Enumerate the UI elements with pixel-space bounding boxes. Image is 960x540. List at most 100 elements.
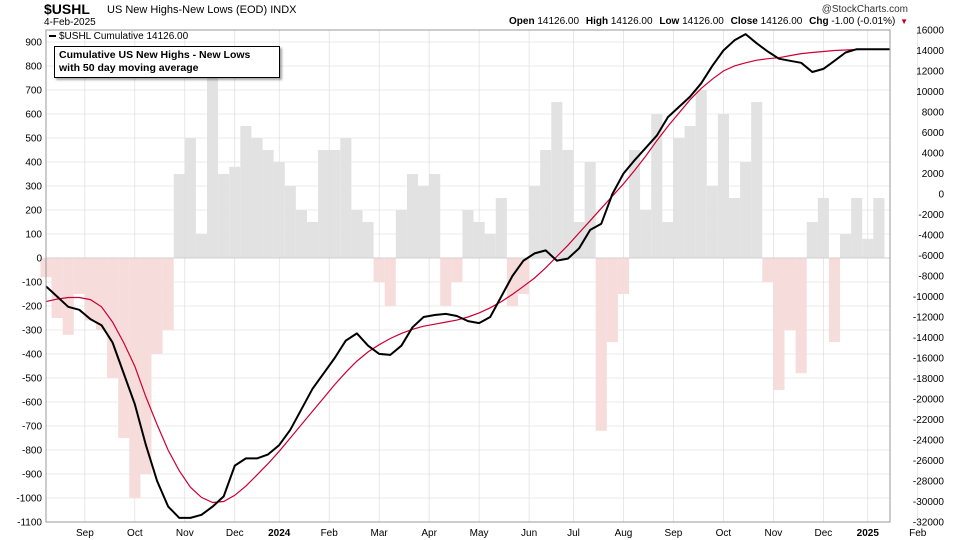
x-tick-label: Dec	[226, 528, 244, 539]
oscillator-bar	[606, 258, 618, 342]
y-left-tick-label: -1000	[16, 494, 42, 505]
oscillator-area	[40, 78, 890, 498]
oscillator-bar	[229, 166, 241, 258]
x-tick-label: 2024	[268, 528, 291, 539]
oscillator-bar	[473, 222, 485, 258]
oscillator-bar	[840, 234, 852, 258]
oscillator-bar	[640, 210, 652, 258]
y-left-tick-label: 400	[25, 158, 42, 169]
x-tick-label: Sep	[665, 528, 683, 539]
y-left-tick-label: -600	[22, 398, 42, 409]
oscillator-bar	[751, 102, 763, 258]
y-right-tick-label: -28000	[913, 477, 945, 488]
y-right-tick-label: -18000	[913, 374, 945, 385]
low-label: Low	[659, 16, 680, 27]
open-value: 14126.00	[537, 16, 580, 27]
high-value: 14126.00	[610, 16, 653, 27]
x-tick-label: Jun	[521, 528, 537, 539]
oscillator-bar	[340, 138, 352, 258]
oscillator-bar	[351, 210, 363, 258]
close-value: 14126.00	[760, 16, 803, 27]
oscillator-bar	[740, 162, 752, 258]
oscillator-bar	[262, 150, 274, 258]
oscillator-bar	[251, 138, 263, 258]
annotation-line-2: with 50 day moving average	[59, 62, 199, 74]
oscillator-bar	[440, 258, 452, 306]
y-left-tick-label: -500	[22, 374, 42, 385]
oscillator-bar	[84, 258, 96, 321]
oscillator-bar	[562, 150, 574, 258]
y-left-tick-label: -900	[22, 470, 42, 481]
oscillator-bar	[373, 258, 385, 282]
oscillator-bar	[51, 258, 63, 318]
oscillator-bar	[429, 174, 441, 258]
chg-value: -1.00 (-0.01%)	[831, 16, 896, 27]
y-right-tick-label: -12000	[913, 313, 945, 324]
oscillator-bar	[162, 258, 174, 330]
oscillator-bar	[306, 222, 319, 258]
chg-label: Chg	[809, 16, 829, 27]
y-right-tick-label: -14000	[913, 333, 945, 344]
oscillator-bar	[573, 222, 585, 258]
y-right-tick-label: 4000	[922, 149, 945, 160]
oscillator-bar	[762, 258, 774, 282]
oscillator-bar	[62, 258, 74, 335]
x-tick-label: Aug	[615, 528, 633, 539]
oscillator-bar	[140, 258, 152, 474]
y-left-tick-label: 700	[25, 86, 42, 97]
y-left-tick-label: -800	[22, 446, 42, 457]
oscillator-bar	[184, 138, 196, 258]
x-tick-label: Jul	[567, 528, 580, 539]
oscillator-bar	[517, 258, 530, 294]
annotation-line-1: Cumulative US New Highs - New Lows	[59, 49, 251, 61]
x-tick-label: 2025	[857, 528, 880, 539]
oscillator-bar	[484, 234, 496, 258]
chart-annotation-box: Cumulative US New Highs - New Lows with …	[54, 46, 280, 78]
down-triangle-icon: ▼	[900, 17, 908, 26]
y-right-tick-label: -8000	[918, 272, 944, 283]
y-right-tick-label: -24000	[913, 436, 945, 447]
x-tick-label: Feb	[321, 528, 339, 539]
oscillator-bar	[284, 186, 296, 258]
oscillator-bar	[584, 162, 596, 258]
oscillator-bar	[207, 78, 219, 258]
oscillator-bar	[195, 234, 208, 258]
oscillator-bar	[451, 258, 463, 282]
y-right-tick-label: -22000	[913, 415, 945, 426]
oscillator-bar	[540, 150, 552, 258]
x-tick-label: Apr	[421, 528, 437, 539]
oscillator-bar	[384, 258, 396, 306]
oscillator-bar	[107, 258, 119, 378]
oscillator-bar	[651, 114, 663, 258]
oscillator-bar	[318, 150, 330, 258]
x-tick-label: May	[470, 528, 489, 539]
oscillator-bar	[529, 186, 541, 258]
y-right-tick-label: -20000	[913, 395, 945, 406]
x-tick-label: Oct	[716, 528, 732, 539]
oscillator-bar	[851, 198, 863, 258]
oscillator-bar	[873, 198, 885, 258]
oscillator-bar	[395, 210, 407, 258]
oscillator-bar	[706, 186, 718, 258]
y-left-tick-label: 100	[25, 230, 42, 241]
legend: $USHL Cumulative 14126.00	[49, 31, 188, 42]
oscillator-bar	[118, 258, 130, 438]
y-right-tick-label: 16000	[916, 26, 944, 37]
y-left-tick-label: -400	[22, 350, 42, 361]
oscillator-bar	[362, 222, 374, 258]
oscillator-bar	[329, 150, 341, 258]
oscillator-bar	[717, 114, 729, 258]
oscillator-bar	[773, 258, 785, 390]
open-label: Open	[509, 16, 535, 27]
chart-date: 4-Feb-2025	[44, 17, 96, 28]
oscillator-bar	[695, 90, 707, 258]
symbol-title: $USHL	[44, 1, 90, 17]
oscillator-bar	[273, 162, 285, 258]
y-left-tick-label: 300	[25, 182, 42, 193]
oscillator-bar	[629, 150, 641, 258]
y-left-tick-label: -100	[22, 278, 42, 289]
x-tick-label: Nov	[176, 528, 194, 539]
cumulative-line	[45, 33, 890, 519]
oscillator-bar	[240, 126, 252, 258]
